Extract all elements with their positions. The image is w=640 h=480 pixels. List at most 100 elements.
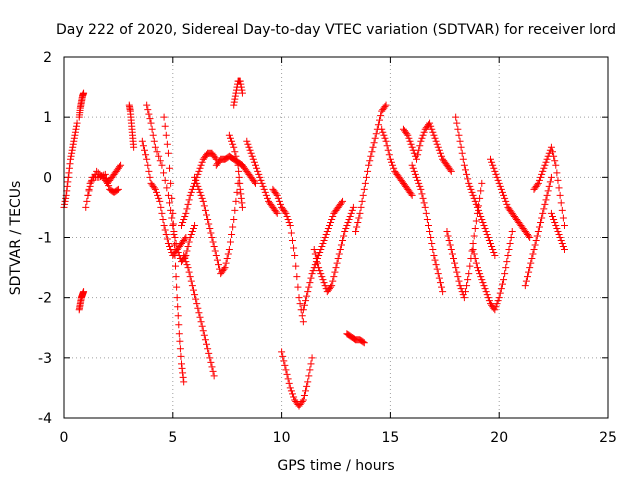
data-point <box>82 203 90 211</box>
data-point <box>491 167 499 175</box>
data-point <box>98 172 106 180</box>
data-point <box>505 246 513 254</box>
data-point <box>538 214 546 222</box>
data-point <box>491 252 499 260</box>
data-point <box>317 246 325 254</box>
data-point <box>472 259 480 267</box>
data-point <box>316 249 324 257</box>
data-point <box>433 140 441 148</box>
data-point <box>551 218 559 226</box>
data-point <box>431 256 439 264</box>
data-point <box>73 122 81 130</box>
data-point <box>381 103 389 111</box>
y-tick-label: 2 <box>43 50 52 66</box>
data-point <box>416 182 424 190</box>
data-point <box>380 131 388 139</box>
data-point <box>460 294 468 302</box>
data-point <box>196 313 204 321</box>
data-point <box>385 151 393 159</box>
data-point <box>161 122 169 130</box>
data-point <box>167 179 175 187</box>
data-point <box>236 77 244 85</box>
data-point <box>550 215 558 223</box>
data-point <box>189 224 197 232</box>
data-point <box>171 234 179 241</box>
data-point <box>366 157 374 165</box>
data-point <box>188 282 196 290</box>
data-point <box>290 393 298 401</box>
data-point <box>209 238 217 246</box>
data-point <box>525 268 533 276</box>
data-point <box>259 182 267 190</box>
data-point <box>476 209 484 217</box>
data-point <box>478 276 486 284</box>
data-point <box>498 280 506 288</box>
data-point <box>211 247 219 255</box>
data-point <box>174 249 182 257</box>
data-point <box>424 221 432 229</box>
data-point <box>149 131 157 139</box>
data-point <box>329 212 337 220</box>
data-point <box>72 125 80 133</box>
data-point <box>246 146 254 154</box>
data-point <box>179 218 187 226</box>
data-point <box>71 131 79 139</box>
data-point <box>446 241 454 249</box>
data-point <box>172 240 180 248</box>
data-point <box>160 221 168 229</box>
data-point <box>428 125 436 133</box>
data-point <box>469 240 477 248</box>
data-point <box>174 303 182 311</box>
data-point <box>345 215 353 223</box>
data-point <box>299 306 307 314</box>
data-point <box>307 274 315 282</box>
data-point <box>438 283 446 291</box>
data-point <box>237 80 245 88</box>
data-point <box>417 137 425 145</box>
data-point <box>496 182 504 190</box>
data-point <box>415 179 423 187</box>
data-point <box>527 259 535 267</box>
data-point <box>427 122 435 130</box>
chart-title: Day 222 of 2020, Sidereal Day-to-day VTE… <box>56 22 616 38</box>
data-point <box>461 166 469 174</box>
data-point <box>146 173 154 181</box>
data-point <box>105 182 113 190</box>
data-point <box>170 241 178 249</box>
data-point <box>210 372 218 380</box>
data-point <box>339 197 347 205</box>
data-point <box>414 176 422 184</box>
data-point <box>352 227 360 235</box>
y-tick-label: -2 <box>38 291 52 307</box>
data-point <box>309 267 317 275</box>
data-point <box>233 188 241 196</box>
data-point <box>258 179 266 187</box>
data-point <box>73 119 81 127</box>
data-point <box>62 194 70 202</box>
data-point <box>254 167 262 175</box>
data-point <box>483 230 491 238</box>
data-point <box>500 191 508 199</box>
data-point <box>231 92 239 100</box>
data-point <box>361 179 369 187</box>
data-point <box>306 366 314 374</box>
data-point <box>538 170 546 178</box>
data-point <box>317 270 325 278</box>
data-point <box>489 161 497 169</box>
data-point <box>213 256 221 264</box>
data-point <box>475 206 483 214</box>
data-point <box>237 190 245 198</box>
data-point <box>182 209 190 217</box>
data-point <box>168 214 176 222</box>
data-point <box>299 318 307 326</box>
data-point <box>435 146 443 154</box>
data-point <box>295 294 303 302</box>
data-point <box>495 294 503 302</box>
data-point <box>274 194 282 202</box>
data-point <box>415 146 423 154</box>
data-point <box>490 164 498 172</box>
data-point <box>559 214 567 222</box>
data-point <box>325 221 333 229</box>
data-point <box>553 169 561 177</box>
data-point <box>542 158 550 166</box>
